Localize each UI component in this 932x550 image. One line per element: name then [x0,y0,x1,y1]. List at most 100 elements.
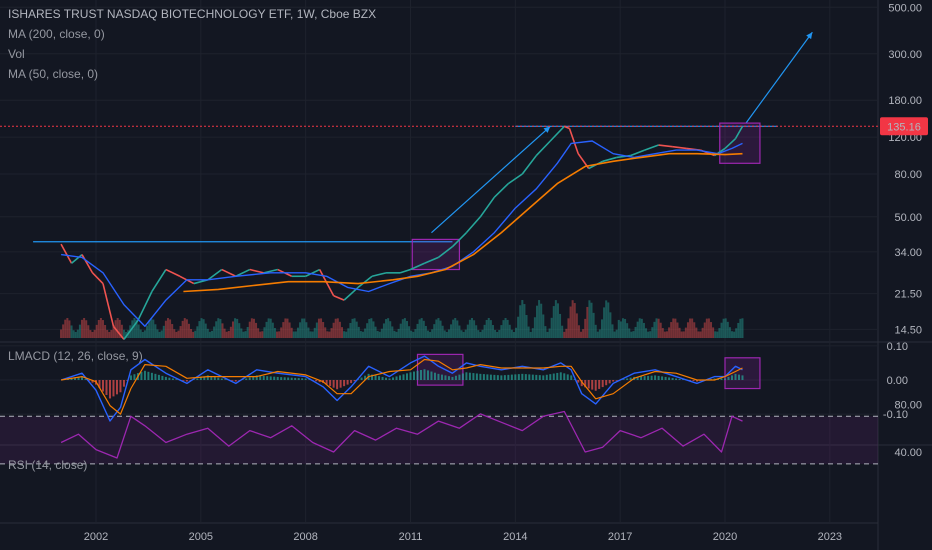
macd-histogram-bar [231,380,234,381]
macd-histogram-bar [220,378,223,380]
highlight-box[interactable] [724,357,761,390]
volume-bar [387,318,390,338]
macd-histogram-bar [175,379,178,380]
macd-histogram-bar [647,375,650,380]
volume-bar [236,318,239,338]
macd-histogram-bar [598,380,601,389]
volume-bar [487,318,490,338]
volume-bar [372,321,375,338]
macd-histogram-bar [451,376,454,380]
macd-histogram-bar [682,379,685,380]
volume-bar [649,331,652,338]
price-segment [112,325,125,340]
x-tick-label: 2008 [293,531,317,543]
volume-bar [196,326,199,338]
macd-histogram-bar [629,377,632,380]
volume-bar [489,320,492,338]
macd-histogram-bar [661,376,664,380]
trend-arrow-line[interactable] [431,125,551,234]
price-segment [493,183,509,198]
volume-bar [542,314,545,338]
volume-bar [611,324,614,338]
volume-bar [703,322,706,338]
volume-bar [680,331,683,338]
macd-histogram-bar [447,376,450,380]
volume-bar [81,319,84,338]
price-segment [249,268,264,274]
volume-bar [655,318,658,338]
lmacd-legend[interactable]: LMACD (12, 26, close, 9) [8,349,143,363]
volume-bar [410,330,413,338]
macd-histogram-bar [591,380,594,390]
volume-bar [630,331,633,338]
price-segment [221,268,237,277]
volume-bar [498,329,501,338]
y-tick-label: 180.00 [888,95,922,107]
volume-bar [227,331,230,338]
volume-bar [435,319,438,338]
volume-bar [517,316,520,338]
ma50-legend[interactable]: MA (50, close, 0) [8,67,99,81]
rsi-legend[interactable]: RSI (14, close) [8,458,88,472]
macd-histogram-bar [206,375,209,380]
macd-histogram-bar [696,380,699,382]
macd-histogram-bar [210,376,213,380]
macd-histogram-bar [426,370,429,380]
volume-bar [101,320,104,338]
macd-histogram-bar [252,376,255,380]
ma200-legend[interactable]: MA (200, close, 0) [8,27,105,41]
macd-histogram-bar [472,373,475,380]
volume-bar [473,320,476,338]
volume-bar [171,324,174,338]
symbol-title[interactable]: ISHARES TRUST NASDAQ BIOTECHNOLOGY ETF, … [8,7,377,21]
macd-histogram-bar [161,375,164,380]
macd-histogram-bar [402,374,405,380]
volume-bar [374,326,377,338]
y-tick-label: 50.00 [894,212,922,224]
price-badge[interactable] [880,117,928,136]
volume-bar [544,326,547,338]
price-segment [357,275,373,289]
volume-bar [701,327,704,338]
volume-bar [712,327,715,338]
volume-bar [479,331,482,338]
volume-bar [672,318,675,338]
volume-bar [628,328,631,338]
volume-bar [569,306,572,338]
volume-bar [403,318,406,338]
volume-bar [324,327,327,338]
price-segment [91,272,104,285]
macd-histogram-bar [475,373,478,380]
volume-bar [368,318,371,338]
macd-histogram-bar [737,374,740,380]
drawing-annotations[interactable] [33,31,813,390]
macd-histogram-bar [168,377,171,380]
volume-bar [523,304,526,338]
macd-histogram-bar [587,380,590,389]
trend-arrow-line[interactable] [745,31,813,124]
highlight-box[interactable] [719,122,761,164]
price-segment [71,253,83,264]
volume-bar [116,318,119,338]
volume-bar [640,318,643,338]
price-segment [507,173,523,185]
macd-histogram-bar [594,380,597,391]
volume-bar [552,306,555,338]
volume-bar [563,331,566,338]
volume-bar [674,318,677,338]
volume-bar [418,319,421,338]
macd-histogram-bar [318,380,321,383]
macd-histogram-bar [423,369,426,380]
price-segment [479,196,496,218]
volume-bar [257,328,260,338]
volume-bar [462,331,465,338]
macd-histogram-bar [468,372,471,380]
vol-legend[interactable]: Vol [8,47,25,61]
volume-bar [653,321,656,338]
macd-histogram-bar [224,379,227,380]
volume-bar [665,331,668,338]
volume-bar [496,331,499,338]
volume-bar [678,327,681,338]
macd-histogram-bar [419,370,422,380]
